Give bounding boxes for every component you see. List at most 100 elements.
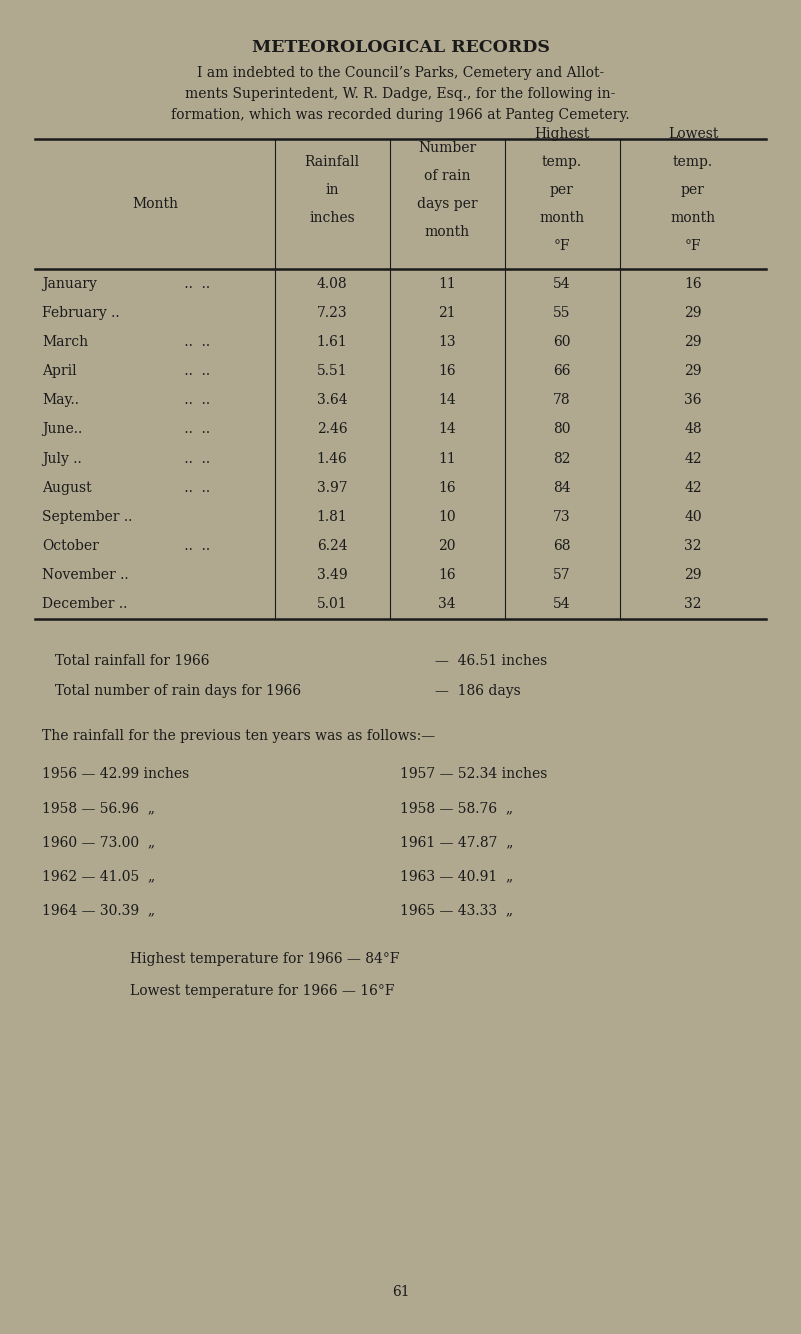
Text: 3.97: 3.97	[316, 480, 348, 495]
Text: 1962 — 41.05  „: 1962 — 41.05 „	[42, 868, 155, 883]
Text: 1956 — 42.99 inches: 1956 — 42.99 inches	[42, 767, 189, 780]
Text: 29: 29	[684, 364, 702, 378]
Text: March: March	[42, 335, 88, 350]
Text: 61: 61	[392, 1285, 409, 1299]
Text: 78: 78	[553, 394, 571, 407]
Text: METEOROLOGICAL RECORDS: METEOROLOGICAL RECORDS	[252, 39, 549, 56]
Text: ..  ..: .. ..	[180, 364, 210, 378]
Text: 73: 73	[553, 510, 571, 524]
Text: temp.: temp.	[673, 155, 713, 169]
Text: Lowest temperature for 1966 — 16°F: Lowest temperature for 1966 — 16°F	[130, 984, 395, 998]
Text: ..  ..: .. ..	[180, 423, 210, 436]
Text: 4.08: 4.08	[316, 276, 348, 291]
Text: per: per	[550, 183, 574, 197]
Text: ments Superintedent, W. R. Dadge, Esq., for the following in-: ments Superintedent, W. R. Dadge, Esq., …	[185, 87, 616, 101]
Text: ..  ..: .. ..	[180, 394, 210, 407]
Text: 16: 16	[438, 364, 456, 378]
Text: 54: 54	[553, 276, 571, 291]
Text: days per: days per	[417, 197, 477, 211]
Text: of rain: of rain	[424, 169, 470, 183]
Text: 5.01: 5.01	[316, 598, 348, 611]
Text: September ..: September ..	[42, 510, 132, 524]
Text: temp.: temp.	[542, 155, 582, 169]
Text: 29: 29	[684, 335, 702, 350]
Text: 1.46: 1.46	[316, 452, 348, 466]
Text: per: per	[681, 183, 705, 197]
Text: 1960 — 73.00  „: 1960 — 73.00 „	[42, 835, 155, 848]
Text: 16: 16	[438, 480, 456, 495]
Text: ..  ..: .. ..	[180, 276, 210, 291]
Text: 55: 55	[553, 305, 571, 320]
Text: 11: 11	[438, 452, 456, 466]
Text: 40: 40	[684, 510, 702, 524]
Text: May..: May..	[42, 394, 79, 407]
Text: Number: Number	[418, 141, 476, 155]
Text: 5.51: 5.51	[316, 364, 348, 378]
Text: 42: 42	[684, 480, 702, 495]
Text: 16: 16	[684, 276, 702, 291]
Text: 21: 21	[438, 305, 456, 320]
Text: November ..: November ..	[42, 568, 129, 582]
Text: 2.46: 2.46	[316, 423, 348, 436]
Text: 80: 80	[553, 423, 571, 436]
Text: August: August	[42, 480, 91, 495]
Text: 13: 13	[438, 335, 456, 350]
Text: 42: 42	[684, 452, 702, 466]
Text: 20: 20	[438, 539, 456, 554]
Text: Rainfall: Rainfall	[304, 155, 360, 169]
Text: April: April	[42, 364, 77, 378]
Text: Total number of rain days for 1966: Total number of rain days for 1966	[55, 684, 301, 698]
Text: 1958 — 56.96  „: 1958 — 56.96 „	[42, 800, 155, 815]
Text: 36: 36	[684, 394, 702, 407]
Text: I am indebted to the Council’s Parks, Cemetery and Allot-: I am indebted to the Council’s Parks, Ce…	[197, 65, 604, 80]
Text: 1958 — 58.76  „: 1958 — 58.76 „	[400, 800, 513, 815]
Text: month: month	[539, 211, 585, 225]
Text: 34: 34	[438, 598, 456, 611]
Text: December ..: December ..	[42, 598, 127, 611]
Text: —  46.51 inches: — 46.51 inches	[435, 654, 547, 668]
Text: 84: 84	[553, 480, 571, 495]
Text: July ..: July ..	[42, 452, 82, 466]
Text: 3.49: 3.49	[316, 568, 348, 582]
Text: 1957 — 52.34 inches: 1957 — 52.34 inches	[400, 767, 547, 780]
Text: Lowest: Lowest	[668, 127, 718, 141]
Text: 14: 14	[438, 423, 456, 436]
Text: 29: 29	[684, 305, 702, 320]
Text: ..  ..: .. ..	[180, 335, 210, 350]
Text: 3.64: 3.64	[316, 394, 348, 407]
Text: 1963 — 40.91  „: 1963 — 40.91 „	[400, 868, 513, 883]
Text: June..: June..	[42, 423, 83, 436]
Text: October: October	[42, 539, 99, 554]
Text: 82: 82	[553, 452, 571, 466]
Text: 10: 10	[438, 510, 456, 524]
Text: Highest temperature for 1966 — 84°F: Highest temperature for 1966 — 84°F	[130, 952, 400, 966]
Text: 48: 48	[684, 423, 702, 436]
Text: 1961 — 47.87  „: 1961 — 47.87 „	[400, 835, 513, 848]
Text: 11: 11	[438, 276, 456, 291]
Text: Month: Month	[132, 197, 178, 211]
Text: 68: 68	[553, 539, 571, 554]
Text: February ..: February ..	[42, 305, 119, 320]
Text: 32: 32	[684, 539, 702, 554]
Text: January: January	[42, 276, 97, 291]
Text: 57: 57	[553, 568, 571, 582]
Text: 1.61: 1.61	[316, 335, 348, 350]
Text: 6.24: 6.24	[316, 539, 348, 554]
Text: —  186 days: — 186 days	[435, 684, 521, 698]
Text: formation, which was recorded during 1966 at Panteg Cemetery.: formation, which was recorded during 196…	[171, 108, 630, 121]
Text: 16: 16	[438, 568, 456, 582]
Text: 60: 60	[553, 335, 571, 350]
Text: 32: 32	[684, 598, 702, 611]
Text: ..  ..: .. ..	[180, 539, 210, 554]
Text: Highest: Highest	[534, 127, 590, 141]
Text: inches: inches	[309, 211, 355, 225]
Text: 1965 — 43.33  „: 1965 — 43.33 „	[400, 903, 513, 916]
Text: 66: 66	[553, 364, 571, 378]
Text: The rainfall for the previous ten years was as follows:—: The rainfall for the previous ten years …	[42, 728, 435, 743]
Text: °F: °F	[553, 239, 570, 253]
Text: 29: 29	[684, 568, 702, 582]
Text: 54: 54	[553, 598, 571, 611]
Text: °F: °F	[685, 239, 702, 253]
Text: 7.23: 7.23	[316, 305, 348, 320]
Text: ..  ..: .. ..	[180, 480, 210, 495]
